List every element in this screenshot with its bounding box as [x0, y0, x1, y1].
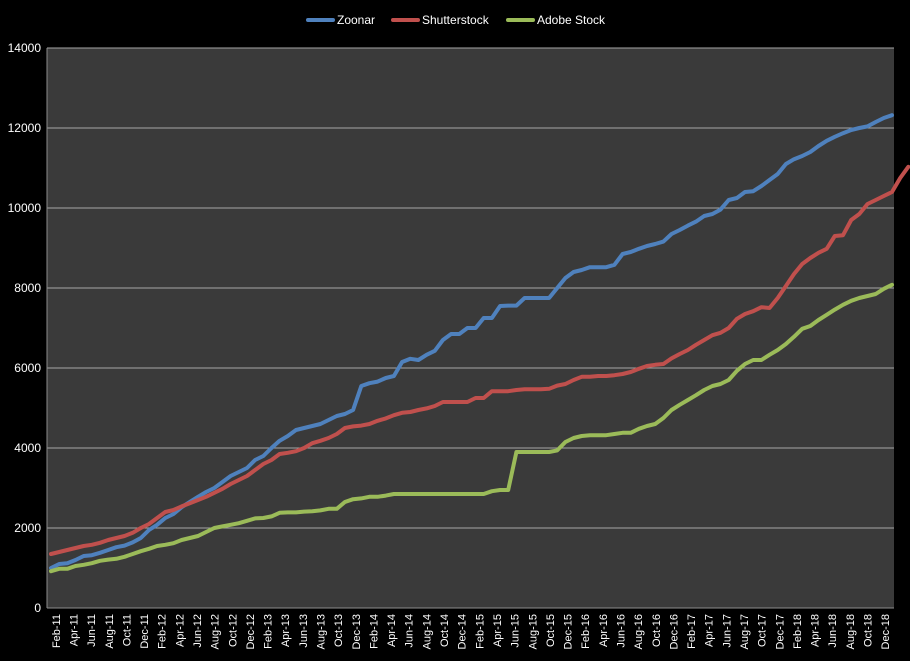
y-tick-label: 10000 [8, 201, 42, 215]
y-tick-label: 8000 [14, 281, 41, 295]
x-tick-label: Apr-17 [704, 614, 716, 647]
x-tick-label: Feb-16 [580, 614, 592, 649]
legend-label: Shutterstock [422, 13, 490, 27]
x-tick-label: Oct-13 [333, 614, 345, 647]
x-tick-label: Dec-13 [351, 614, 363, 649]
series-line-adobe-stock [49, 282, 894, 574]
x-tick-label: Jun-17 [721, 614, 733, 648]
y-tick-label: 4000 [14, 441, 41, 455]
x-tick-label: Apr-15 [492, 614, 504, 647]
legend: Zoonar Shutterstock Adobe Stock [306, 13, 606, 27]
x-tick-label: Aug-18 [845, 614, 857, 649]
y-tick-label: 0 [34, 601, 41, 615]
x-tick-label: Aug-14 [421, 614, 433, 649]
x-tick-label: Jun-12 [192, 614, 204, 648]
legend-label: Adobe Stock [537, 13, 606, 27]
x-tick-label: Oct-16 [651, 614, 663, 647]
x-tick-label: Aug-17 [739, 614, 751, 649]
x-tick-label: Jun-16 [615, 614, 627, 648]
x-tick-label: Apr-14 [386, 614, 398, 647]
x-tick-label: Feb-12 [157, 614, 169, 649]
x-tick-label: Oct-17 [757, 614, 769, 647]
x-tick-label: Dec-12 [245, 614, 257, 649]
x-tick-label: Feb-14 [368, 614, 380, 649]
y-tick-label: 2000 [14, 521, 41, 535]
y-axis-ticks: 0 2000 4000 6000 8000 10000 12000 14000 [8, 41, 42, 615]
x-tick-label: Dec-14 [457, 614, 469, 649]
x-axis-ticks: Feb-11 Apr-11 Jun-11 Aug-11 Oct-11 Dec-11 Feb-… [51, 614, 892, 649]
x-tick-label: Jun-15 [510, 614, 522, 648]
x-tick-label: Apr-16 [598, 614, 610, 647]
x-tick-label: Oct-14 [439, 614, 451, 647]
x-tick-label: Aug-11 [104, 614, 116, 649]
x-tick-label: Dec-18 [880, 614, 892, 649]
y-tick-label: 12000 [8, 121, 42, 135]
x-tick-label: Jun-18 [827, 614, 839, 648]
x-tick-label: Oct-18 [863, 614, 875, 647]
x-tick-label: Feb-13 [263, 614, 275, 649]
x-tick-label: Oct-11 [121, 614, 133, 646]
y-tick-label: 6000 [14, 361, 41, 375]
x-tick-label: Apr-13 [280, 614, 292, 647]
x-tick-label: Aug-15 [527, 614, 539, 649]
x-tick-label: Aug-13 [316, 614, 328, 649]
x-tick-label: Aug-12 [210, 614, 222, 649]
x-tick-label: Dec-16 [668, 614, 680, 649]
x-tick-label: Feb-15 [474, 614, 486, 649]
x-tick-label: Jun-11 [86, 614, 98, 647]
x-tick-label: Oct-12 [227, 614, 239, 647]
x-tick-label: Jun-14 [404, 614, 416, 648]
x-tick-label: Jun-13 [298, 614, 310, 648]
x-tick-label: Oct-15 [545, 614, 557, 647]
x-tick-label: Dec-17 [774, 614, 786, 649]
legend-label: Zoonar [337, 13, 375, 27]
x-tick-label: Dec-11 [139, 614, 151, 649]
x-tick-label: Feb-11 [51, 614, 63, 648]
gridlines [46, 47, 894, 609]
series-lines [49, 113, 910, 574]
x-tick-label: Aug-16 [633, 614, 645, 649]
x-tick-label: Apr-12 [174, 614, 186, 647]
x-tick-label: Apr-18 [810, 614, 822, 647]
y-tick-label: 14000 [8, 41, 42, 55]
x-tick-label: Apr-11 [68, 614, 80, 646]
x-tick-label: Dec-15 [563, 614, 575, 649]
series-line-shutterstock [49, 164, 910, 556]
x-tick-label: Feb-17 [686, 614, 698, 649]
x-tick-label: Feb-18 [792, 614, 804, 649]
